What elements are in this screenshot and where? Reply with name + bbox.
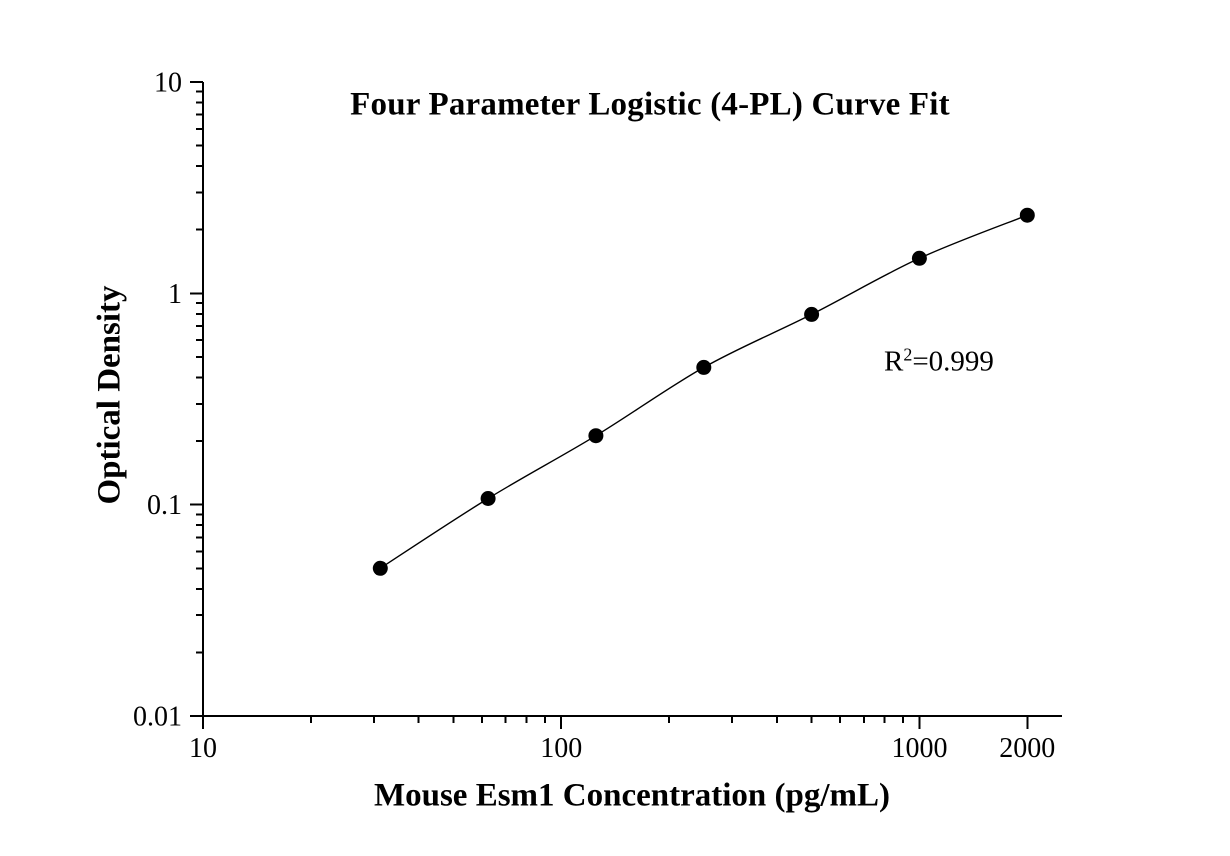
r-squared-exponent: 2 xyxy=(903,344,913,365)
x-tick-label: 2000 xyxy=(999,733,1055,764)
data-point-marker xyxy=(588,428,604,444)
data-point-marker xyxy=(804,306,820,322)
x-tick-labels: 10 100 1000 2000 xyxy=(189,733,1055,764)
y-axis-title: Optical Density xyxy=(91,285,128,505)
data-point-marker xyxy=(480,491,496,506)
y-tick-label: 1 xyxy=(168,279,182,310)
data-point-marker xyxy=(372,560,388,576)
series-standard-curve xyxy=(372,207,1035,576)
x-tick-label: 10 xyxy=(189,733,217,764)
x-tick-label: 100 xyxy=(540,733,582,764)
axes xyxy=(201,82,1062,718)
axis-ticks xyxy=(190,81,1029,729)
y-tick-labels: 10 1 0.1 0.01 xyxy=(133,68,182,733)
data-point-marker xyxy=(911,250,927,266)
x-axis-title: Mouse Esm1 Concentration (pg/mL) xyxy=(373,777,891,814)
y-tick-label: 10 xyxy=(154,68,182,99)
y-tick-label: 0.1 xyxy=(147,490,182,521)
r-squared-base: R xyxy=(884,345,904,378)
y-tick-label: 0.01 xyxy=(133,702,182,733)
r-squared-annotation: R2=0.999 xyxy=(884,344,994,379)
fit-curve xyxy=(379,214,1028,569)
data-point-marker xyxy=(1019,207,1035,223)
r-squared-value: =0.999 xyxy=(912,345,994,378)
data-point-marker xyxy=(696,359,712,375)
x-tick-label: 1000 xyxy=(891,733,947,764)
chart-title: Four Parameter Logistic (4-PL) Curve Fit xyxy=(350,86,950,123)
